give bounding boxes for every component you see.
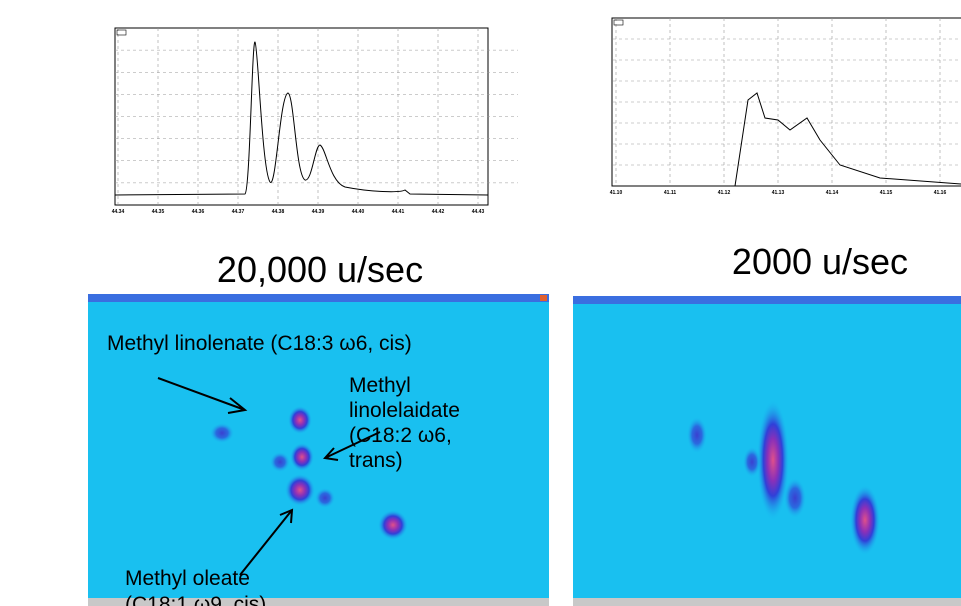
annotation: (C18:2 ω6, xyxy=(349,424,452,447)
x-tick-label: 44.36 xyxy=(192,209,205,215)
x-tick-label: 41.16 xyxy=(934,190,947,196)
arrows xyxy=(157,377,381,576)
x-tick-label: 44.35 xyxy=(152,209,165,215)
annotation: Methyl linolenate (C18:3 ω6, cis) xyxy=(107,332,412,355)
x-tick-label: 44.43 xyxy=(472,209,485,215)
chromatogram-right: 41.10 41.11 41.12 41.13 41.14 41.15 41.16 xyxy=(610,17,961,196)
annotation: Methyl oleate xyxy=(125,567,250,590)
contour-window-right xyxy=(573,296,961,606)
x-tick-label: 41.10 xyxy=(610,190,623,196)
contour-window-left xyxy=(88,294,549,606)
x-tick-label: 44.42 xyxy=(432,209,445,215)
x-tick-label: 41.12 xyxy=(718,190,731,196)
x-tick-label: 44.38 xyxy=(272,209,285,215)
chromatogram-left: 44.34 44.35 44.36 44.37 44.38 44.39 44.40 44.41… xyxy=(112,27,518,215)
speed-label: 20,000 u/sec xyxy=(217,249,423,290)
x-tick-label: 41.13 xyxy=(772,190,785,196)
x-tick-label: 44.39 xyxy=(312,209,325,215)
x-tick-label: 44.41 xyxy=(392,209,405,215)
x-tick-label: 44.37 xyxy=(232,209,245,215)
speed-label: 2000 u/sec xyxy=(732,241,908,282)
annotation: Methyl xyxy=(349,374,411,397)
x-tick-label: 41.14 xyxy=(826,190,839,196)
x-tick-label: 41.15 xyxy=(880,190,893,196)
annotation: (C18:1 ω9, cis) xyxy=(125,593,266,606)
x-tick-label: 41.11 xyxy=(664,190,676,196)
x-tick-label: 44.34 xyxy=(112,209,125,215)
x-tick-label: 44.40 xyxy=(352,209,365,215)
annotation: trans) xyxy=(349,449,403,472)
annotation: linolelaidate xyxy=(349,399,460,422)
